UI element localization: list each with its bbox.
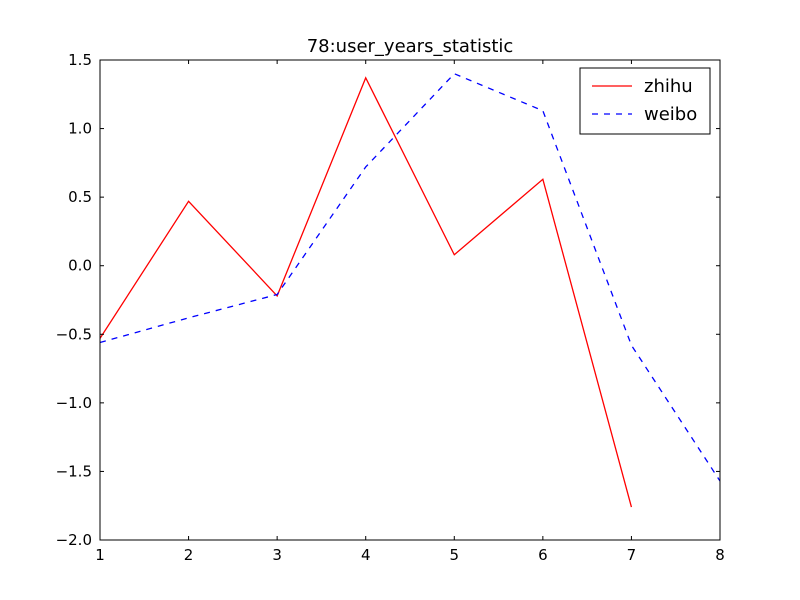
y-tick-label: 1.5 (68, 51, 92, 69)
y-tick-label: −2.0 (56, 531, 92, 549)
plot-frame (99, 59, 721, 541)
y-tick-label: −0.5 (56, 325, 92, 343)
x-tick-label: 8 (715, 546, 725, 564)
x-tick-label: 3 (272, 546, 282, 564)
x-tick-label: 1 (95, 546, 105, 564)
axis-ticks: 1 2 3 4 5 6 7 8 1.5 1.0 0.5 0.0 −0.5 −1.0 −1.5 −2.0 (56, 51, 725, 564)
series-line-zhihu (99, 76, 633, 508)
y-tick-label: 0.5 (68, 188, 92, 206)
series-line-weibo (99, 72, 721, 482)
x-tick-label: 4 (361, 546, 371, 564)
plot-area (99, 72, 721, 508)
y-tick-label: 0.0 (68, 257, 92, 275)
legend-label-weibo: weibo (644, 104, 697, 125)
x-tick-label: 2 (184, 546, 194, 564)
y-tick-label: 1.0 (68, 120, 92, 138)
x-tick-label: 6 (538, 546, 548, 564)
legend-label-zhihu: zhihu (644, 76, 693, 97)
legend: zhihu weibo (579, 67, 711, 135)
chart-title: 78:user_years_statistic (307, 36, 514, 57)
x-tick-label: 7 (627, 546, 637, 564)
legend-box (579, 67, 711, 135)
x-tick-label: 5 (450, 546, 460, 564)
y-tick-label: −1.0 (56, 394, 92, 412)
y-tick-label: −1.5 (56, 462, 92, 480)
